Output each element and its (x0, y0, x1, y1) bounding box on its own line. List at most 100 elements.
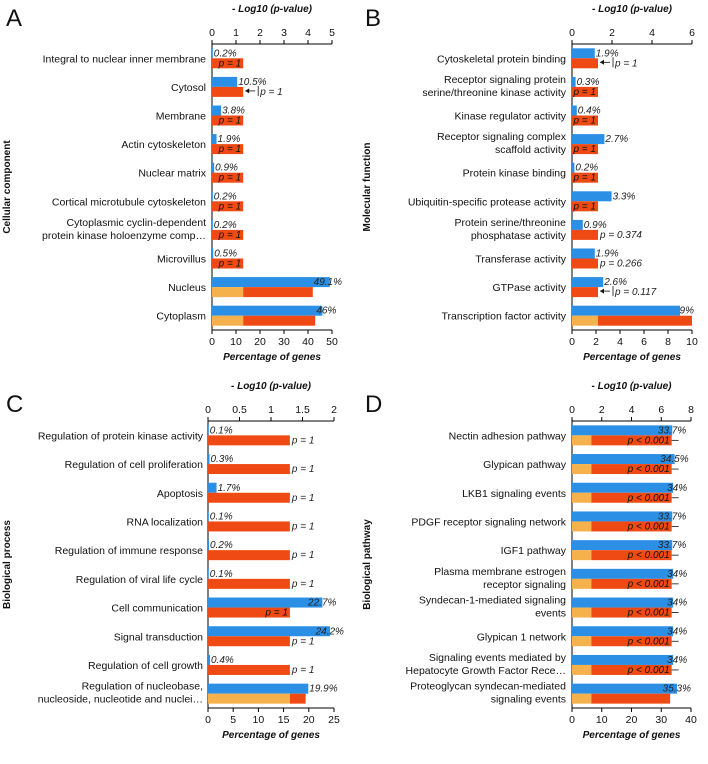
pvalue-label: p < 0.001 (627, 464, 670, 475)
pvalue-label: p = 1 (218, 144, 242, 155)
percent-bar (572, 511, 673, 522)
pvalue-label: p = 1 (614, 58, 638, 69)
pvalue-arrowhead (600, 288, 604, 294)
chart-panel-d: D Biological pathway - Log10 (p-value) Perc… (362, 381, 697, 741)
pvalue-label: p = 1 (291, 579, 315, 590)
category-label: Regulation of viral life cycle (76, 574, 203, 586)
top-tick-label: 1.5 (295, 404, 310, 416)
top-tick-label: 4 (305, 27, 311, 39)
y-axis-title: Biological pathway (362, 519, 373, 610)
top-axis-title: - Log10 (p-value) (231, 381, 312, 392)
top-tick-label: 0 (569, 27, 575, 39)
significance-threshold-bar (572, 435, 592, 446)
bottom-tick-label: 10 (230, 336, 242, 348)
percent-label: 0.2% (575, 163, 598, 174)
pvalue-bar (208, 578, 290, 589)
top-axis-title: - Log10 (p-value) (232, 4, 313, 15)
pvalue-label: p < 0.001 (627, 493, 670, 504)
pvalue-bar (212, 172, 244, 183)
category-label: Kinase regulator activity (455, 111, 567, 123)
category-label: Regulation of protein kinase activity (38, 430, 204, 442)
percent-label: 35.3% (663, 684, 691, 695)
pvalue-label: p < 0.001 (627, 550, 670, 561)
category-label-line: nucleoside, nucleotide and nuclei… (38, 694, 203, 706)
percent-bar (212, 134, 217, 145)
bottom-tick-label: 15 (278, 714, 290, 726)
bottom-tick-label: 10 (686, 336, 698, 348)
top-tick-label: 5 (329, 27, 335, 39)
percent-label: 34% (667, 483, 687, 494)
percent-bar (208, 683, 309, 694)
percent-bar (212, 105, 222, 116)
pvalue-bar (208, 521, 290, 532)
pvalue-label: p = 1 (218, 116, 242, 127)
pvalue-label: p = 1 (264, 608, 288, 619)
bottom-tick-label: 10 (596, 714, 608, 726)
panel-letter: D (365, 391, 382, 418)
pvalue-bar (591, 521, 672, 532)
pvalue-label: p = 0.374 (599, 230, 642, 241)
category-label: Actin cytoskeleton (121, 139, 206, 151)
pvalue-bar (572, 201, 598, 212)
percent-bar (572, 277, 604, 288)
bottom-tick-label: 50 (326, 336, 338, 348)
bottom-tick-label: 0 (205, 714, 211, 726)
category-label: Glypican pathway (483, 459, 567, 471)
pvalue-bar (208, 435, 290, 446)
category-label: Transcription factor activity (442, 311, 567, 323)
category-label: Apoptosis (157, 488, 203, 500)
category-label: IGF1 pathway (501, 545, 567, 557)
top-tick-label: 8 (688, 404, 694, 416)
pvalue-bar (572, 144, 598, 155)
pvalue-label: p = 1 (218, 230, 242, 241)
percent-label: 0.3% (211, 454, 234, 465)
pvalue-bar (208, 464, 290, 475)
category-label: Regulation of nucleobase, nucleoside, nuc… (38, 681, 203, 706)
pvalue-bar (572, 86, 598, 97)
pvalue-label: p = 1 (291, 493, 315, 504)
pvalue-bar (572, 115, 598, 126)
category-label: Regulation of cell growth (88, 660, 203, 672)
bottom-tick-label: 30 (278, 336, 290, 348)
pvalue-label: p = 1 (218, 58, 242, 69)
percent-label: 0.2% (214, 191, 237, 202)
pvalue-label: p = 1 (291, 435, 315, 446)
pvalue-bar (591, 607, 672, 618)
bottom-tick-label: 40 (685, 714, 697, 726)
pvalue-bar (591, 693, 671, 704)
significance-threshold-bar (572, 521, 592, 532)
top-tick-label: 6 (658, 404, 664, 416)
percent-bar (208, 425, 209, 436)
category-label: RNA localization (127, 516, 204, 528)
category-label: Cytoskeletal protein binding (437, 53, 566, 65)
percent-label: 24.2% (315, 626, 344, 637)
category-label-line: Regulation of nucleobase, (82, 681, 203, 693)
percent-bar (572, 454, 675, 465)
pvalue-label: p = 1 (572, 116, 596, 127)
pvalue-label: p = 1 (572, 87, 596, 98)
percent-label: 0.5% (214, 249, 237, 260)
percent-label: 0.4% (578, 106, 601, 117)
percent-label: 0.4% (211, 655, 234, 666)
pvalue-bar (208, 607, 290, 618)
category-label-line: Receptor signaling protein (444, 74, 566, 86)
pvalue-bar (572, 172, 598, 183)
bottom-axis-title: Percentage of genes (583, 352, 681, 363)
category-label: Cytosol (171, 82, 206, 94)
category-label: Integral to nuclear inner membrane (43, 53, 207, 65)
bottom-tick-label: 0 (209, 336, 215, 348)
percent-bar (208, 568, 209, 579)
top-tick-label: 2 (599, 404, 605, 416)
bottom-axis-title: Percentage of genes (222, 730, 320, 741)
category-label: Nuclear matrix (138, 168, 206, 180)
pvalue-bar (243, 287, 313, 298)
percent-label: 34% (667, 626, 687, 637)
y-axis-title: Biological process (2, 520, 13, 609)
pvalue-bar (212, 115, 244, 126)
percent-label: 10.5% (238, 77, 266, 88)
bottom-tick-label: 30 (655, 714, 667, 726)
pvalue-bar (212, 258, 244, 269)
percent-label: 0.9% (584, 220, 607, 231)
bottom-tick-label: 5 (230, 714, 236, 726)
percent-label: 49.1% (314, 277, 342, 288)
